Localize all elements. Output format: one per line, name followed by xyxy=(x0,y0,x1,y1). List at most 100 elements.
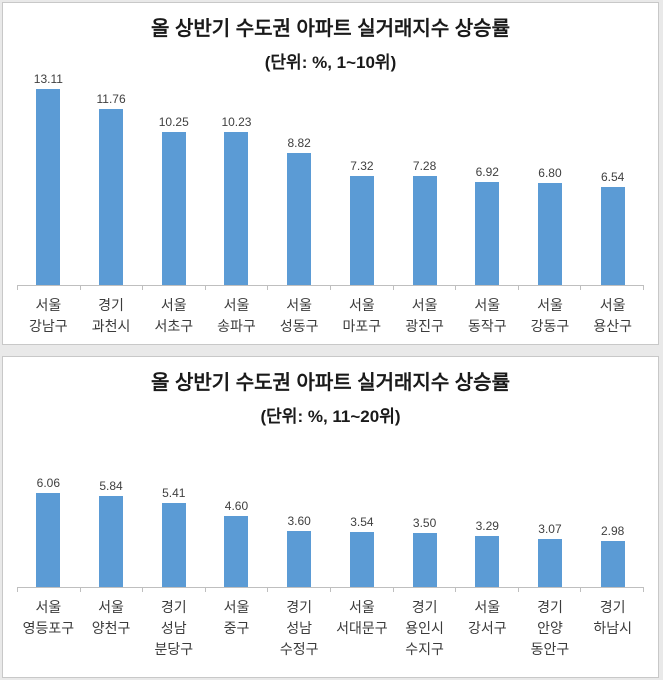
bar-value-label: 7.32 xyxy=(350,158,374,173)
bar-value-label: 4.60 xyxy=(224,498,249,513)
bar-value-label: 5.41 xyxy=(162,486,186,501)
bar xyxy=(600,187,625,285)
category-label: 서울 동작구 xyxy=(467,297,507,334)
bar-value-label: 6.54 xyxy=(601,170,625,185)
bar xyxy=(537,539,562,587)
chart-title: 올 상반기 수도권 아파트 실거래지수 상승률 xyxy=(151,372,510,394)
bar-group: 5.41 xyxy=(142,486,205,587)
bar xyxy=(349,532,374,587)
axis-tick xyxy=(581,588,644,592)
category-label: 서울 강동구 xyxy=(530,297,570,334)
axis-tick xyxy=(268,286,331,290)
category-label: 경기 용인시 수지구 xyxy=(405,599,444,657)
bar-group: 7.28 xyxy=(393,159,456,285)
axis-tick xyxy=(581,286,644,290)
bar xyxy=(287,531,312,587)
category-label: 경기 하남시 xyxy=(593,599,632,636)
category-axis: 서울 강남구 경기 과천시 서울 서초구 서울 송파구 서울 성동구 서울 마포구 서울 광진구 서울 동작구… xyxy=(17,290,644,337)
bar xyxy=(600,540,625,587)
bar-value-label: 10.25 xyxy=(158,114,189,129)
bar-value-label: 6.92 xyxy=(475,164,499,179)
axis-tick xyxy=(519,588,582,592)
axis-tick xyxy=(331,588,394,592)
axis-tick xyxy=(206,286,269,290)
bar xyxy=(161,503,186,587)
bar xyxy=(224,515,249,587)
axis-ticks xyxy=(17,588,644,592)
bar xyxy=(36,493,61,587)
chart-rank-11-20: 올 상반기 수도권 아파트 실거래지수 상승률 (단위: %, 11~20위) … xyxy=(2,356,659,678)
category-label: 서울 용산구 xyxy=(593,297,632,334)
bar xyxy=(161,131,186,285)
axis-tick xyxy=(456,286,519,290)
bar-value-label: 6.80 xyxy=(538,166,562,181)
bar-group: 3.50 xyxy=(393,516,456,587)
category-label: 서울 중구 xyxy=(223,599,250,636)
category-label: 경기 안양 동안구 xyxy=(530,599,570,657)
axis-tick xyxy=(143,286,206,290)
bar xyxy=(475,535,500,587)
category-label: 서울 성동구 xyxy=(279,297,319,334)
bar xyxy=(537,183,562,285)
axis-tick xyxy=(206,588,269,592)
bar xyxy=(412,532,437,587)
axis-tick xyxy=(18,588,81,592)
bar-group: 6.80 xyxy=(519,166,582,285)
bar-value-label: 6.06 xyxy=(36,476,61,490)
bar xyxy=(475,181,500,285)
axis-tick xyxy=(394,588,457,592)
axis-tick xyxy=(268,588,331,592)
category-label: 경기 성남 수정구 xyxy=(279,599,319,657)
bar-group: 13.11 xyxy=(17,72,80,285)
bar xyxy=(349,175,374,285)
bar xyxy=(287,153,312,285)
axis-tick xyxy=(519,286,582,290)
axis-tick xyxy=(18,286,81,290)
axis-tick xyxy=(394,286,457,290)
category-label: 서울 송파구 xyxy=(217,297,256,334)
bar-group: 3.60 xyxy=(268,514,331,587)
bar-value-label: 10.23 xyxy=(221,115,252,130)
bar-group: 6.06 xyxy=(17,476,80,587)
chart-subtitle: (단위: %, 11~20위) xyxy=(260,407,401,426)
axis-tick xyxy=(143,588,206,592)
category-label: 서울 마포구 xyxy=(342,297,382,334)
bar-value-label: 8.82 xyxy=(287,136,311,151)
category-label: 서울 서대문구 xyxy=(336,599,388,636)
bar xyxy=(99,496,124,587)
axis-tick xyxy=(81,588,144,592)
chart-subtitle: (단위: %, 1~10위) xyxy=(264,53,397,72)
bar-group: 10.23 xyxy=(205,115,268,285)
chart-rank-1-10: 올 상반기 수도권 아파트 실거래지수 상승률 (단위: %, 1~10위) 1… xyxy=(2,2,659,345)
bar-group: 7.32 xyxy=(331,159,394,285)
bar-group: 2.98 xyxy=(581,524,644,587)
bar-group: 3.07 xyxy=(519,522,582,587)
bar-group: 6.54 xyxy=(581,170,644,285)
bar-value-label: 13.11 xyxy=(33,72,63,86)
bar-group: 6.92 xyxy=(456,165,519,285)
bar-value-label: 11.76 xyxy=(96,92,126,107)
bar-group: 8.82 xyxy=(268,136,331,285)
category-label: 서울 강남구 xyxy=(29,297,68,334)
axis-ticks xyxy=(17,286,644,290)
plot-area: 13.11 11.76 10.25 10.23 8.82 7.32 7.28 6.92 6.80… xyxy=(17,72,644,286)
category-label: 서울 양천구 xyxy=(91,599,131,636)
axis-tick xyxy=(81,286,144,290)
bar-group: 10.25 xyxy=(142,115,205,285)
category-label: 서울 영등포구 xyxy=(22,599,75,636)
bar-group: 4.60 xyxy=(205,499,268,587)
axis-tick xyxy=(456,588,519,592)
bar-value-label: 3.29 xyxy=(475,518,499,533)
bar-value-label: 2.98 xyxy=(601,523,625,538)
bar xyxy=(412,176,437,285)
plot-area: 6.06 5.84 5.41 4.60 3.60 3.54 3.50 3.29 3.07 2.98 xyxy=(17,448,644,588)
bar-value-label: 3.54 xyxy=(350,515,374,530)
category-label: 서울 강서구 xyxy=(467,599,507,636)
bar-group: 3.54 xyxy=(331,515,394,587)
bar-value-label: 7.28 xyxy=(412,159,437,174)
category-axis: 서울 영등포구 서울 양천구 경기 성남 분당구 서울 중구 경기 성남 수정구 서울 서대문구 경기 용인시… xyxy=(17,592,644,660)
category-label: 경기 과천시 xyxy=(91,297,131,334)
bar xyxy=(99,109,124,285)
category-label: 서울 서초구 xyxy=(154,297,194,334)
